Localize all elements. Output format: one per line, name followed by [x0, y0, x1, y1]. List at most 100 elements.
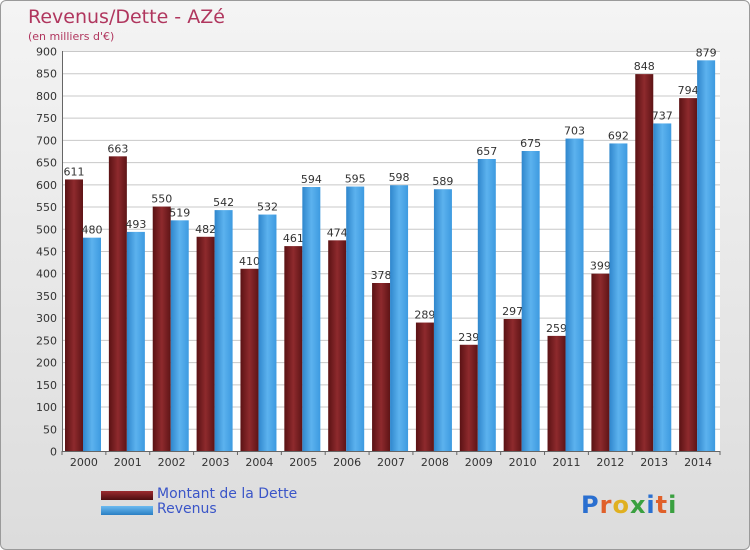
data-label: 399	[590, 260, 611, 273]
revenus-bar	[697, 60, 716, 451]
x-tick-label: 2014	[684, 456, 712, 469]
data-label: 410	[239, 255, 260, 268]
y-tick-label: 50	[43, 423, 57, 436]
x-tick-label: 2000	[70, 456, 98, 469]
dette-bar	[284, 246, 303, 451]
y-tick-label: 100	[36, 401, 57, 414]
y-tick-label: 650	[36, 157, 57, 170]
x-tick-label: 2009	[465, 456, 493, 469]
data-label: 519	[169, 206, 190, 219]
dette-bar	[152, 206, 171, 451]
data-label: 703	[564, 125, 585, 138]
x-tick-label: 2004	[245, 456, 273, 469]
y-tick-label: 800	[36, 90, 57, 103]
legend-swatch-dette	[101, 491, 153, 500]
data-label: 297	[502, 305, 523, 318]
chart-title: Revenus/Dette - AZé	[28, 6, 225, 28]
dette-bar	[65, 179, 83, 451]
y-tick-label: 700	[36, 134, 57, 147]
data-label: 675	[520, 137, 541, 150]
data-label: 550	[151, 193, 172, 206]
data-label: 598	[389, 171, 410, 184]
revenus-bar	[83, 237, 101, 451]
x-tick-label: 2003	[202, 456, 230, 469]
x-tick-label: 2011	[552, 456, 580, 469]
revenus-bar	[126, 231, 145, 451]
y-tick-label: 600	[36, 179, 57, 192]
chart-subtitle: (en milliers d'€)	[28, 30, 115, 43]
y-tick-label: 900	[36, 46, 57, 59]
revenus-bar	[302, 187, 321, 451]
data-label: 482	[195, 223, 216, 236]
revenus-bar	[477, 159, 496, 451]
data-label: 289	[414, 309, 435, 322]
y-tick-label: 550	[36, 201, 57, 214]
data-label: 657	[476, 145, 497, 158]
y-tick-label: 500	[36, 223, 57, 236]
dette-bar	[459, 344, 478, 451]
y-tick-label: 450	[36, 246, 57, 259]
dette-bar	[328, 240, 347, 451]
data-label: 595	[345, 173, 366, 186]
x-tick-label: 2007	[377, 456, 405, 469]
dette-bar	[679, 98, 698, 451]
data-label: 879	[696, 46, 717, 59]
y-tick-label: 300	[36, 312, 57, 325]
dette-bar	[240, 268, 259, 451]
x-tick-label: 2010	[509, 456, 537, 469]
data-label: 692	[608, 129, 629, 142]
data-label: 493	[125, 218, 146, 231]
data-label: 378	[371, 269, 392, 282]
data-label: 611	[64, 165, 85, 178]
proxiti-logo: Proxiti	[581, 491, 677, 519]
x-tick-label: 2008	[421, 456, 449, 469]
revenus-bar	[433, 189, 452, 451]
revenus-bar	[565, 138, 584, 452]
x-tick-label: 2013	[640, 456, 668, 469]
revenus-bar	[609, 143, 628, 451]
dette-bar	[591, 273, 610, 451]
legend-label-revenus: Revenus	[157, 501, 217, 517]
data-label: 848	[634, 60, 655, 73]
y-tick-label: 150	[36, 379, 57, 392]
x-tick-label: 2002	[158, 456, 186, 469]
data-label: 589	[432, 175, 453, 188]
revenus-bar	[521, 151, 540, 451]
revenus-bar	[346, 186, 365, 452]
dette-bar	[415, 322, 434, 451]
revenus-bar	[170, 220, 189, 451]
logo-letter: P	[581, 491, 600, 519]
data-label: 594	[301, 173, 322, 186]
y-tick-label: 850	[36, 68, 57, 81]
revenus-bar	[258, 214, 277, 451]
revenus-bar	[653, 123, 672, 451]
data-label: 461	[283, 232, 304, 245]
revenus-bar	[214, 210, 233, 451]
revenus-bar	[390, 185, 409, 451]
x-tick-label: 2012	[596, 456, 624, 469]
dette-bar	[108, 156, 127, 452]
data-label: 794	[678, 84, 699, 97]
data-label: 737	[652, 109, 673, 122]
dette-bar	[635, 74, 654, 451]
x-tick-label: 2001	[114, 456, 142, 469]
dette-bar	[372, 283, 391, 451]
logo-letter: r	[599, 491, 613, 519]
data-label: 259	[546, 322, 567, 335]
x-tick-label: 2005	[289, 456, 317, 469]
logo-letter: t	[655, 491, 669, 519]
y-tick-label: 250	[36, 334, 57, 347]
legend-label-dette: Montant de la Dette	[157, 486, 298, 502]
legend-swatch-revenus	[101, 506, 153, 515]
logo-letter: x	[629, 491, 647, 519]
dette-bar	[196, 236, 215, 451]
data-label: 542	[213, 196, 234, 209]
y-tick-label: 0	[50, 446, 57, 459]
y-tick-label: 400	[36, 268, 57, 281]
logo-letter: i	[646, 491, 656, 519]
logo-letter: i	[668, 491, 678, 519]
dette-bar	[547, 335, 566, 451]
x-tick-label: 2006	[333, 456, 361, 469]
